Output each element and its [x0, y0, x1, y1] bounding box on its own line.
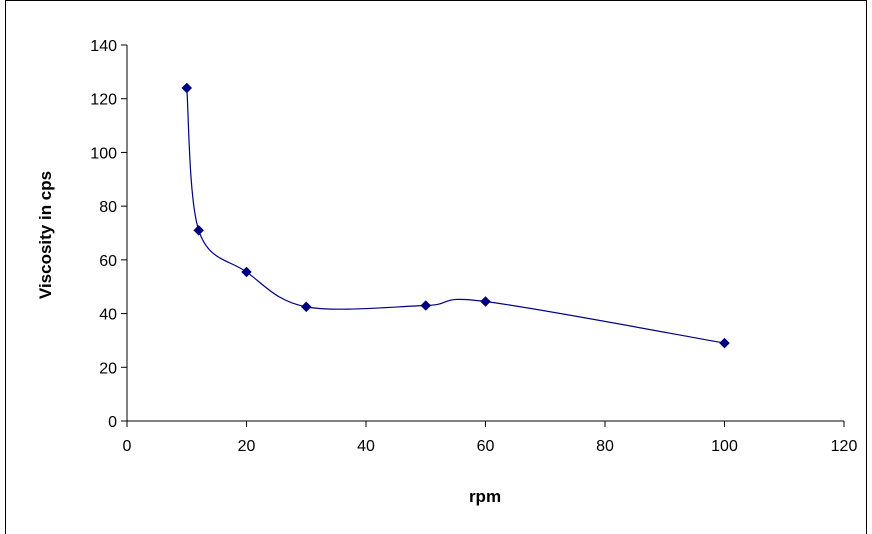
y-tick-label: 80 — [99, 199, 117, 216]
series-line — [186, 87, 725, 344]
y-tick-label: 0 — [108, 414, 117, 431]
data-markers — [181, 82, 730, 349]
x-axis-title: rpm — [469, 487, 501, 506]
tick-labels: 0 20 40 60 80 100 120 140 0 20 40 60 80 100 120 — [90, 38, 857, 455]
x-tick-label: 0 — [123, 438, 132, 455]
data-point — [193, 224, 205, 236]
x-tick-label: 120 — [831, 438, 858, 455]
y-tick-label: 60 — [99, 253, 117, 270]
x-tick-label: 40 — [357, 438, 375, 455]
tick-marks — [121, 44, 845, 427]
axes — [126, 45, 844, 422]
data-point — [241, 266, 252, 278]
y-tick-label: 40 — [99, 307, 117, 324]
y-axis-title: Viscosity in cps — [36, 171, 55, 299]
chart-frame — [5, 0, 867, 534]
data-point — [480, 296, 491, 307]
series — [186, 87, 725, 344]
y-tick-label: 140 — [90, 38, 117, 55]
x-tick-label: 60 — [477, 438, 495, 455]
data-point — [719, 337, 730, 349]
data-point — [300, 301, 312, 313]
data-point — [420, 300, 432, 311]
x-tick-label: 80 — [596, 438, 614, 455]
y-tick-label: 120 — [90, 92, 117, 109]
y-tick-label: 100 — [90, 145, 117, 162]
x-tick-label: 100 — [711, 438, 738, 455]
y-tick-label: 20 — [99, 360, 117, 377]
data-point — [181, 82, 193, 94]
x-tick-label: 20 — [238, 438, 256, 455]
